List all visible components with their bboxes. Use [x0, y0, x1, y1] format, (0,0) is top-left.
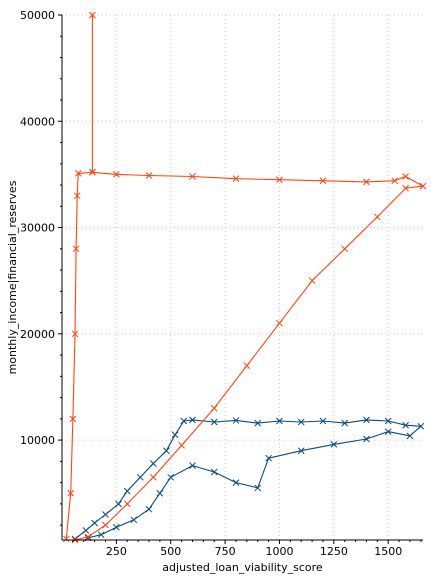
data-point-marker [91, 519, 98, 527]
data-point-marker [232, 479, 240, 486]
data-point-marker [67, 489, 75, 497]
data-point-marker [115, 500, 122, 508]
data-series [62, 11, 427, 544]
data-point-marker [330, 440, 338, 448]
data-point-marker [149, 473, 157, 481]
data-point-marker [384, 428, 392, 435]
data-point-marker [232, 417, 240, 424]
data-point-marker [308, 277, 316, 285]
y-axis-title: monthly_income|financial_reserves [6, 180, 19, 374]
data-point-marker [373, 213, 381, 221]
data-point-marker [297, 418, 305, 426]
data-point-marker [102, 511, 109, 518]
data-point-marker [417, 422, 425, 430]
data-point-marker [210, 404, 218, 412]
data-point-marker [130, 516, 138, 524]
data-point-marker [210, 468, 218, 476]
x-tick-label: 1500 [374, 545, 402, 558]
data-point-marker [123, 500, 131, 508]
data-point-marker [254, 419, 262, 427]
data-point-marker [363, 435, 370, 443]
data-point-marker [171, 431, 179, 439]
data-point-marker [84, 533, 92, 541]
data-point-marker [62, 535, 70, 543]
data-point-marker [402, 173, 409, 180]
data-point-marker [180, 417, 188, 425]
tick-labels: 250 500 750 1000 1250 1500 10000 20000 30000 4000… [20, 9, 402, 558]
data-point-marker [145, 172, 153, 179]
data-point-marker [243, 362, 251, 370]
data-point-marker [319, 417, 327, 425]
data-point-marker [189, 416, 196, 424]
y-tick-label: 40000 [20, 115, 55, 128]
data-point-marker [156, 489, 164, 497]
data-point-marker [391, 177, 399, 185]
data-point-marker [163, 447, 170, 455]
data-point-marker [89, 168, 96, 176]
y-tick-label: 10000 [20, 434, 55, 447]
data-point-marker [254, 484, 262, 492]
data-point-marker [265, 454, 272, 462]
data-point-marker [276, 417, 283, 425]
series-0 [71, 416, 425, 543]
data-point-marker [89, 11, 96, 19]
data-point-marker [102, 521, 109, 529]
y-tick-label: 50000 [20, 9, 55, 22]
data-point-marker [123, 487, 131, 495]
data-point-marker [319, 177, 327, 185]
data-point-marker [82, 527, 90, 534]
data-point-marker [97, 531, 105, 539]
data-point-marker [149, 460, 157, 467]
x-tick-label: 750 [215, 545, 236, 558]
data-point-marker [363, 178, 370, 186]
data-point-marker [276, 176, 283, 184]
series-1 [62, 11, 427, 544]
data-point-marker [69, 415, 77, 423]
data-point-marker [145, 505, 153, 513]
y-tick-label: 20000 [20, 328, 55, 341]
data-point-marker [189, 462, 196, 469]
data-point-marker [276, 319, 283, 327]
data-point-marker [189, 173, 196, 180]
data-point-marker [71, 330, 79, 338]
data-point-marker [406, 432, 414, 440]
data-point-marker [341, 419, 349, 427]
plot-background [62, 15, 423, 540]
data-point-marker [402, 184, 409, 192]
data-point-marker [113, 171, 120, 178]
data-point-marker [178, 442, 185, 449]
data-point-marker [297, 447, 305, 455]
data-point-marker [384, 417, 392, 425]
data-point-marker [72, 245, 80, 253]
y-tick-label: 30000 [20, 222, 55, 235]
data-point-marker [73, 192, 81, 200]
axes [58, 14, 423, 544]
data-point-marker [167, 473, 175, 481]
x-tick-label: 500 [160, 545, 181, 558]
data-point-marker [74, 169, 82, 177]
x-tick-label: 1000 [265, 545, 293, 558]
data-point-marker [232, 175, 240, 183]
data-point-marker [210, 418, 218, 426]
x-axis-title: adjusted_loan_viability_score [162, 561, 323, 574]
data-point-marker [113, 523, 120, 531]
data-point-marker [341, 245, 349, 253]
x-tick-label: 1250 [320, 545, 348, 558]
data-point-marker [363, 416, 370, 424]
series-line [74, 419, 422, 540]
data-point-marker [136, 473, 144, 481]
x-tick-label: 250 [106, 545, 127, 558]
data-point-marker [402, 421, 409, 429]
data-point-marker [419, 182, 427, 190]
